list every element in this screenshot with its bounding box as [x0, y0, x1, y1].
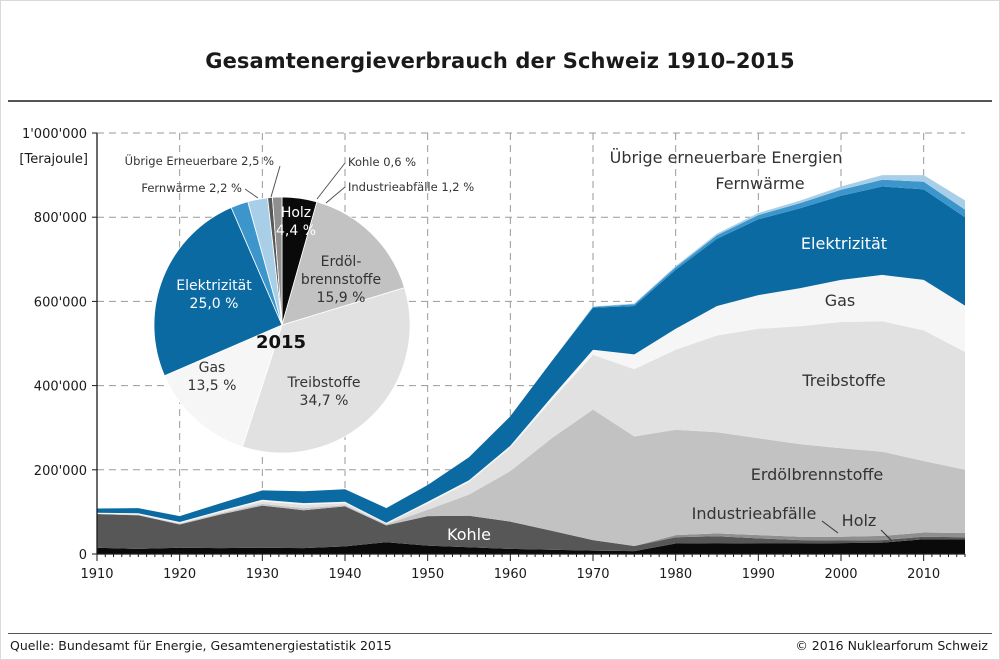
pie-slice-gas — [163, 324, 283, 448]
y-tick-label: 400'000 — [34, 380, 87, 395]
area-label-industrieabfälle: Industrieabfälle — [692, 504, 817, 523]
area-industrieabfälle — [97, 505, 965, 546]
area-treibstoffe — [97, 321, 965, 525]
area-label-kohle: Kohle — [447, 525, 491, 544]
x-tick-label: 1910 — [80, 567, 113, 582]
pie-chart-2015: Holz 4,4 % Erdöl-brennstoffe 15,9 % Treibsto… — [125, 152, 474, 454]
x-tick-label: 2000 — [824, 567, 857, 582]
x-tick-label: 2010 — [907, 567, 940, 582]
pie-leader — [270, 165, 281, 198]
area-erdölbrennstoffe — [97, 409, 965, 546]
y-tick-label: 1'000'000 — [22, 127, 87, 142]
copyright-note: © 2016 Nuklearforum Schweiz — [795, 638, 988, 653]
x-tick-label: 1970 — [576, 567, 609, 582]
pie-label-gas: Gas 13,5 % — [188, 360, 237, 394]
pie-slice-elektrizität — [153, 206, 283, 377]
pie-label-industrieabfaelle: Industrieabfälle 1,2 % — [348, 180, 474, 194]
area-elektrizität — [97, 186, 965, 523]
source-note: Quelle: Bundesamt für Energie, Gesamtene… — [10, 638, 392, 653]
x-tick-label: 1920 — [163, 567, 196, 582]
title-rule — [8, 100, 992, 102]
area-label-treibstoffe: Treibstoffe — [801, 371, 885, 390]
pie-leader — [244, 188, 259, 199]
area-label-fernwärme: Fernwärme — [715, 174, 804, 193]
pie-leader — [316, 162, 346, 200]
pie-slice-industrieabfälle — [271, 196, 283, 326]
area-label-holz: Holz — [842, 511, 877, 530]
pie-label-elektrizitaet: Elektrizität 25,0 % — [176, 278, 252, 312]
pie-label-treibstoffe: Treibstoffe 34,7 % — [287, 375, 361, 409]
area-label-übrige-erneuerbare-energien: Übrige erneuerbare Energien — [610, 148, 843, 167]
area-label-erdölbrennstoffe: Erdölbrennstoffe — [751, 465, 884, 484]
x-tick-label: 1960 — [494, 567, 527, 582]
area-gas — [97, 274, 965, 524]
y-tick-label: 600'000 — [34, 295, 87, 310]
y-tick-label: 800'000 — [34, 211, 87, 226]
pie-title-year: 2015 — [256, 332, 306, 353]
y-tick-label: 200'000 — [34, 464, 87, 479]
footer-rule — [8, 633, 992, 634]
pie-label-holz: Holz 4,4 % — [276, 205, 316, 239]
x-tick-label: 1950 — [411, 567, 444, 582]
area-label-elektrizität: Elektrizität — [801, 234, 887, 253]
leader-industrieabfaelle — [821, 520, 839, 534]
area-kohle — [97, 505, 965, 552]
leader-holz — [880, 529, 893, 542]
y-axis-unit: [Terajoule] — [19, 152, 88, 167]
pie-label-fernwaerme: Fernwärme 2,2 % — [141, 181, 242, 195]
pie-slice-treibstoffe — [241, 287, 411, 454]
y-tick-label: 0 — [79, 548, 87, 563]
x-tick-label: 1930 — [246, 567, 279, 582]
pie-leader — [325, 186, 346, 204]
x-tick-label: 1940 — [328, 567, 361, 582]
area-holz — [97, 539, 965, 554]
area-labels: Elektrizität Gas Treibstoffe Erdölbrennstof… — [447, 148, 893, 544]
pie-label-kohle: Kohle 0,6 % — [348, 155, 416, 169]
pie-label-uebrige-erneuerbare: Übrige Erneuerbare 2,5 % — [125, 152, 274, 168]
chart-title: Gesamtenergieverbrauch der Schweiz 1910–… — [205, 49, 795, 73]
x-tick-label: 1990 — [742, 567, 775, 582]
pie-slice-erdölbrennstoffe — [281, 201, 405, 326]
x-tick-label: 1980 — [659, 567, 692, 582]
pie-label-erdoelbrennstoffe: Erdöl-brennstoffe 15,9 % — [301, 254, 381, 306]
area-label-gas: Gas — [825, 291, 856, 310]
axes: 0 200'000 400'000 600'000 800'000 1'000'000 [T… — [19, 127, 966, 582]
stacked-areas — [97, 175, 965, 554]
